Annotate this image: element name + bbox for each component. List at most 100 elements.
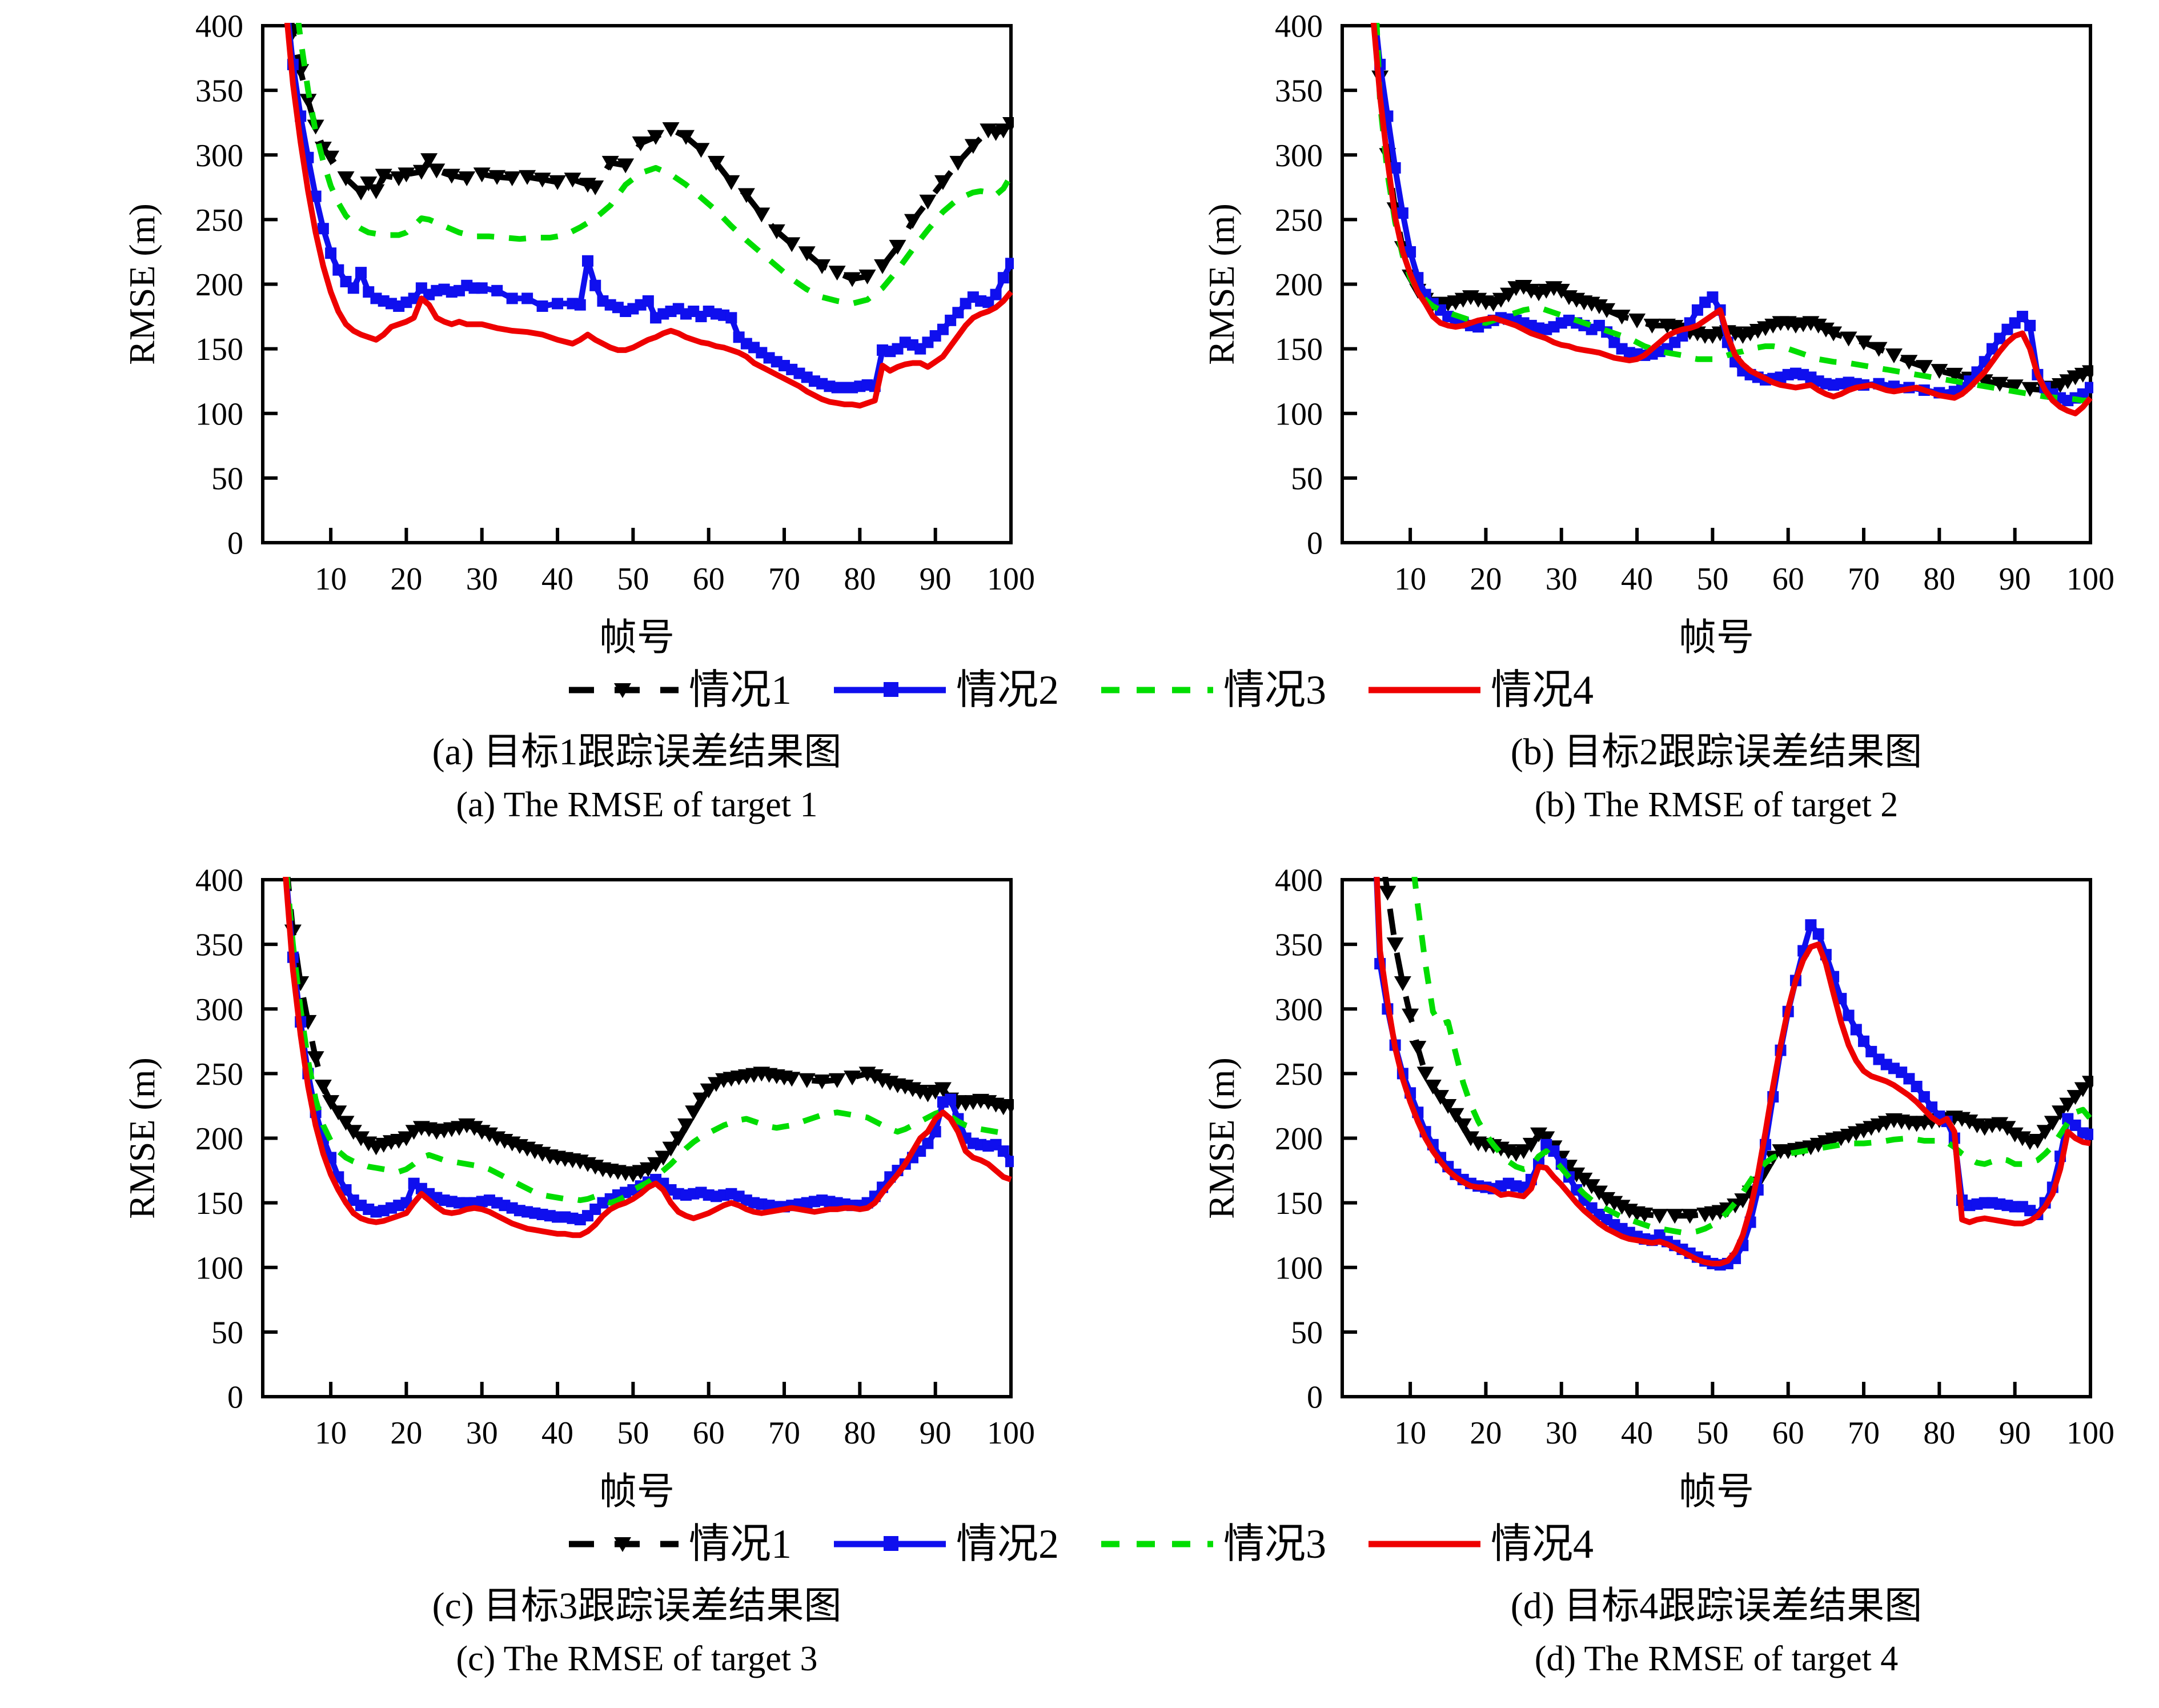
x-tick-label: 50	[1696, 1416, 1728, 1451]
y-tick-label: 350	[1275, 928, 1323, 963]
legend-key-s4-icon	[1369, 1541, 1481, 1547]
x-tick-label: 30	[1546, 562, 1578, 597]
y-tick-label: 250	[1275, 1057, 1323, 1092]
x-tick-label: 70	[768, 1416, 800, 1451]
x-tick-label: 90	[920, 1416, 952, 1451]
y-axis-label: RMSE (m)	[122, 1057, 162, 1219]
legend-key-s4-icon	[1369, 687, 1481, 693]
x-tick-label: 50	[617, 1416, 649, 1451]
x-tick-label: 80	[844, 562, 876, 597]
x-tick-label: 60	[1772, 1416, 1804, 1451]
y-tick-label: 200	[1275, 267, 1323, 303]
x-tick-label: 70	[1848, 562, 1880, 597]
y-tick-label: 200	[1275, 1121, 1323, 1157]
legend-item-情况2: 情况2	[833, 669, 1059, 711]
y-tick-label: 350	[195, 74, 243, 109]
chart-svg-a: 0 50 100 150 200 250 300 350 400 10 20 30 40 50 60 70 80…	[122, 9, 1035, 659]
legend-item-情况4: 情况4	[1367, 669, 1594, 711]
series-情况1	[284, 877, 1014, 1182]
x-tick-label: 70	[1848, 1416, 1880, 1451]
x-tick-label: 80	[844, 1416, 876, 1451]
y-tick-label: 200	[195, 267, 243, 303]
x-tick-label: 10	[1394, 1416, 1426, 1451]
y-tick-label: 0	[1307, 1380, 1323, 1416]
y-tick-label: 50	[1291, 461, 1323, 496]
x-tick-label: 60	[693, 562, 725, 597]
caption-c: (c) 目标3跟踪误差结果图 (c) The RMSE of target 3	[0, 1571, 1080, 1708]
x-tick-label: 100	[987, 1416, 1035, 1451]
y-tick-label: 50	[211, 1315, 243, 1350]
legend-bottom: 情况1 情况2 情况3 情况4	[0, 1517, 2159, 1571]
y-axis-label: RMSE (m)	[1201, 203, 1242, 365]
x-tick-label: 30	[1546, 1416, 1578, 1451]
legend-item-情况2: 情况2	[833, 1523, 1059, 1565]
x-tick-label: 20	[390, 1416, 422, 1451]
series-markers-情况2	[287, 58, 1014, 394]
caption-a-zh: (a) 目标1跟踪误差结果图	[432, 731, 842, 773]
y-tick-label: 350	[195, 928, 243, 963]
legend-label: 情况4	[1491, 1521, 1594, 1567]
charts-row-bottom: 0 50 100 150 200 250 300 350 400 10 20 30 40 50 60 70 80…	[0, 854, 2159, 1517]
legend-label: 情况2	[956, 667, 1059, 713]
legend-label: 情况1	[688, 1521, 792, 1567]
x-tick-label: 40	[1621, 1416, 1653, 1451]
series-line-情况3	[1374, 23, 2090, 404]
x-tick-label: 30	[466, 1416, 498, 1451]
caption-d: (d) 目标4跟踪误差结果图 (d) The RMSE of target 4	[1080, 1571, 2159, 1708]
legend-item-情况3: 情况3	[1100, 1523, 1326, 1565]
y-tick-label: 100	[195, 1250, 243, 1286]
y-tick-label: 0	[227, 526, 243, 562]
legend-key-s3-icon	[1101, 1541, 1213, 1547]
y-tick-label: 400	[1275, 9, 1323, 45]
y-tick-label: 100	[195, 396, 243, 432]
series-markers-情况1	[284, 25, 1014, 287]
x-ticks: 10 20 30 40 50 60 70 80 90 100	[1394, 528, 2114, 597]
series-情况4	[1374, 877, 2091, 1266]
legend-key-s1-icon	[568, 683, 679, 698]
series-line-情况4	[284, 23, 1013, 409]
caption-b-en: (b) The RMSE of target 2	[1534, 785, 1899, 824]
legend-key-s2-icon	[833, 681, 946, 697]
y-axis-label: RMSE (m)	[1201, 1057, 1242, 1219]
legend-top: 情况1 情况2 情况3 情况4	[0, 663, 2159, 717]
y-tick-label: 300	[1275, 992, 1323, 1028]
x-ticks: 10 20 30 40 50 60 70 80 90 100	[1394, 1382, 2114, 1451]
panel-a: 0 50 100 150 200 250 300 350 400 10 20 30 40 50 60 70 80…	[0, 0, 1080, 663]
legend-label: 情况2	[956, 1521, 1059, 1567]
legend-item-情况1: 情况1	[565, 1523, 792, 1565]
x-tick-label: 70	[768, 562, 800, 597]
caption-a: (a) 目标1跟踪误差结果图 (a) The RMSE of target 1	[0, 717, 1080, 854]
y-ticks: 0 50 100 150 200 250 300 350 400	[195, 863, 278, 1416]
x-tick-label: 90	[920, 562, 952, 597]
caption-b-zh: (b) 目标2跟踪误差结果图	[1510, 731, 1923, 773]
x-tick-label: 80	[1923, 1416, 1955, 1451]
caption-a-en: (a) The RMSE of target 1	[456, 785, 818, 824]
series-情况1	[284, 23, 1014, 287]
y-tick-label: 50	[1291, 1315, 1323, 1350]
series-情况4	[283, 877, 1012, 1238]
plot-frame	[261, 24, 1013, 544]
caption-d-en: (d) The RMSE of target 4	[1534, 1639, 1899, 1678]
plot-frame	[1341, 24, 2092, 544]
series-line-情况4	[1370, 23, 2093, 416]
legend-label: 情况4	[1491, 667, 1594, 713]
series-情况2	[286, 23, 1014, 394]
y-tick-label: 150	[1275, 1186, 1323, 1221]
series-markers-情况1	[284, 924, 1014, 1182]
y-tick-label: 0	[227, 1380, 243, 1416]
series-情况3	[1411, 877, 2093, 1236]
y-ticks: 0 50 100 150 200 250 300 350 400	[1275, 9, 1357, 562]
series-情况3	[1374, 23, 2090, 404]
y-tick-label: 400	[195, 9, 243, 45]
y-tick-label: 100	[1275, 396, 1323, 432]
series-line-情况3	[284, 877, 1012, 1206]
caption-row-bottom: (c) 目标3跟踪误差结果图 (c) The RMSE of target 3 …	[0, 1571, 2159, 1708]
series-line-情况1	[284, 877, 1012, 1177]
y-tick-label: 100	[1275, 1250, 1323, 1286]
series-markers-情况1	[1379, 885, 2093, 1224]
y-tick-label: 150	[195, 1186, 243, 1221]
legend-label: 情况1	[688, 667, 792, 713]
x-axis-label: 帧号	[599, 617, 675, 659]
caption-b: (b) 目标2跟踪误差结果图 (b) The RMSE of target 2	[1080, 717, 2159, 854]
